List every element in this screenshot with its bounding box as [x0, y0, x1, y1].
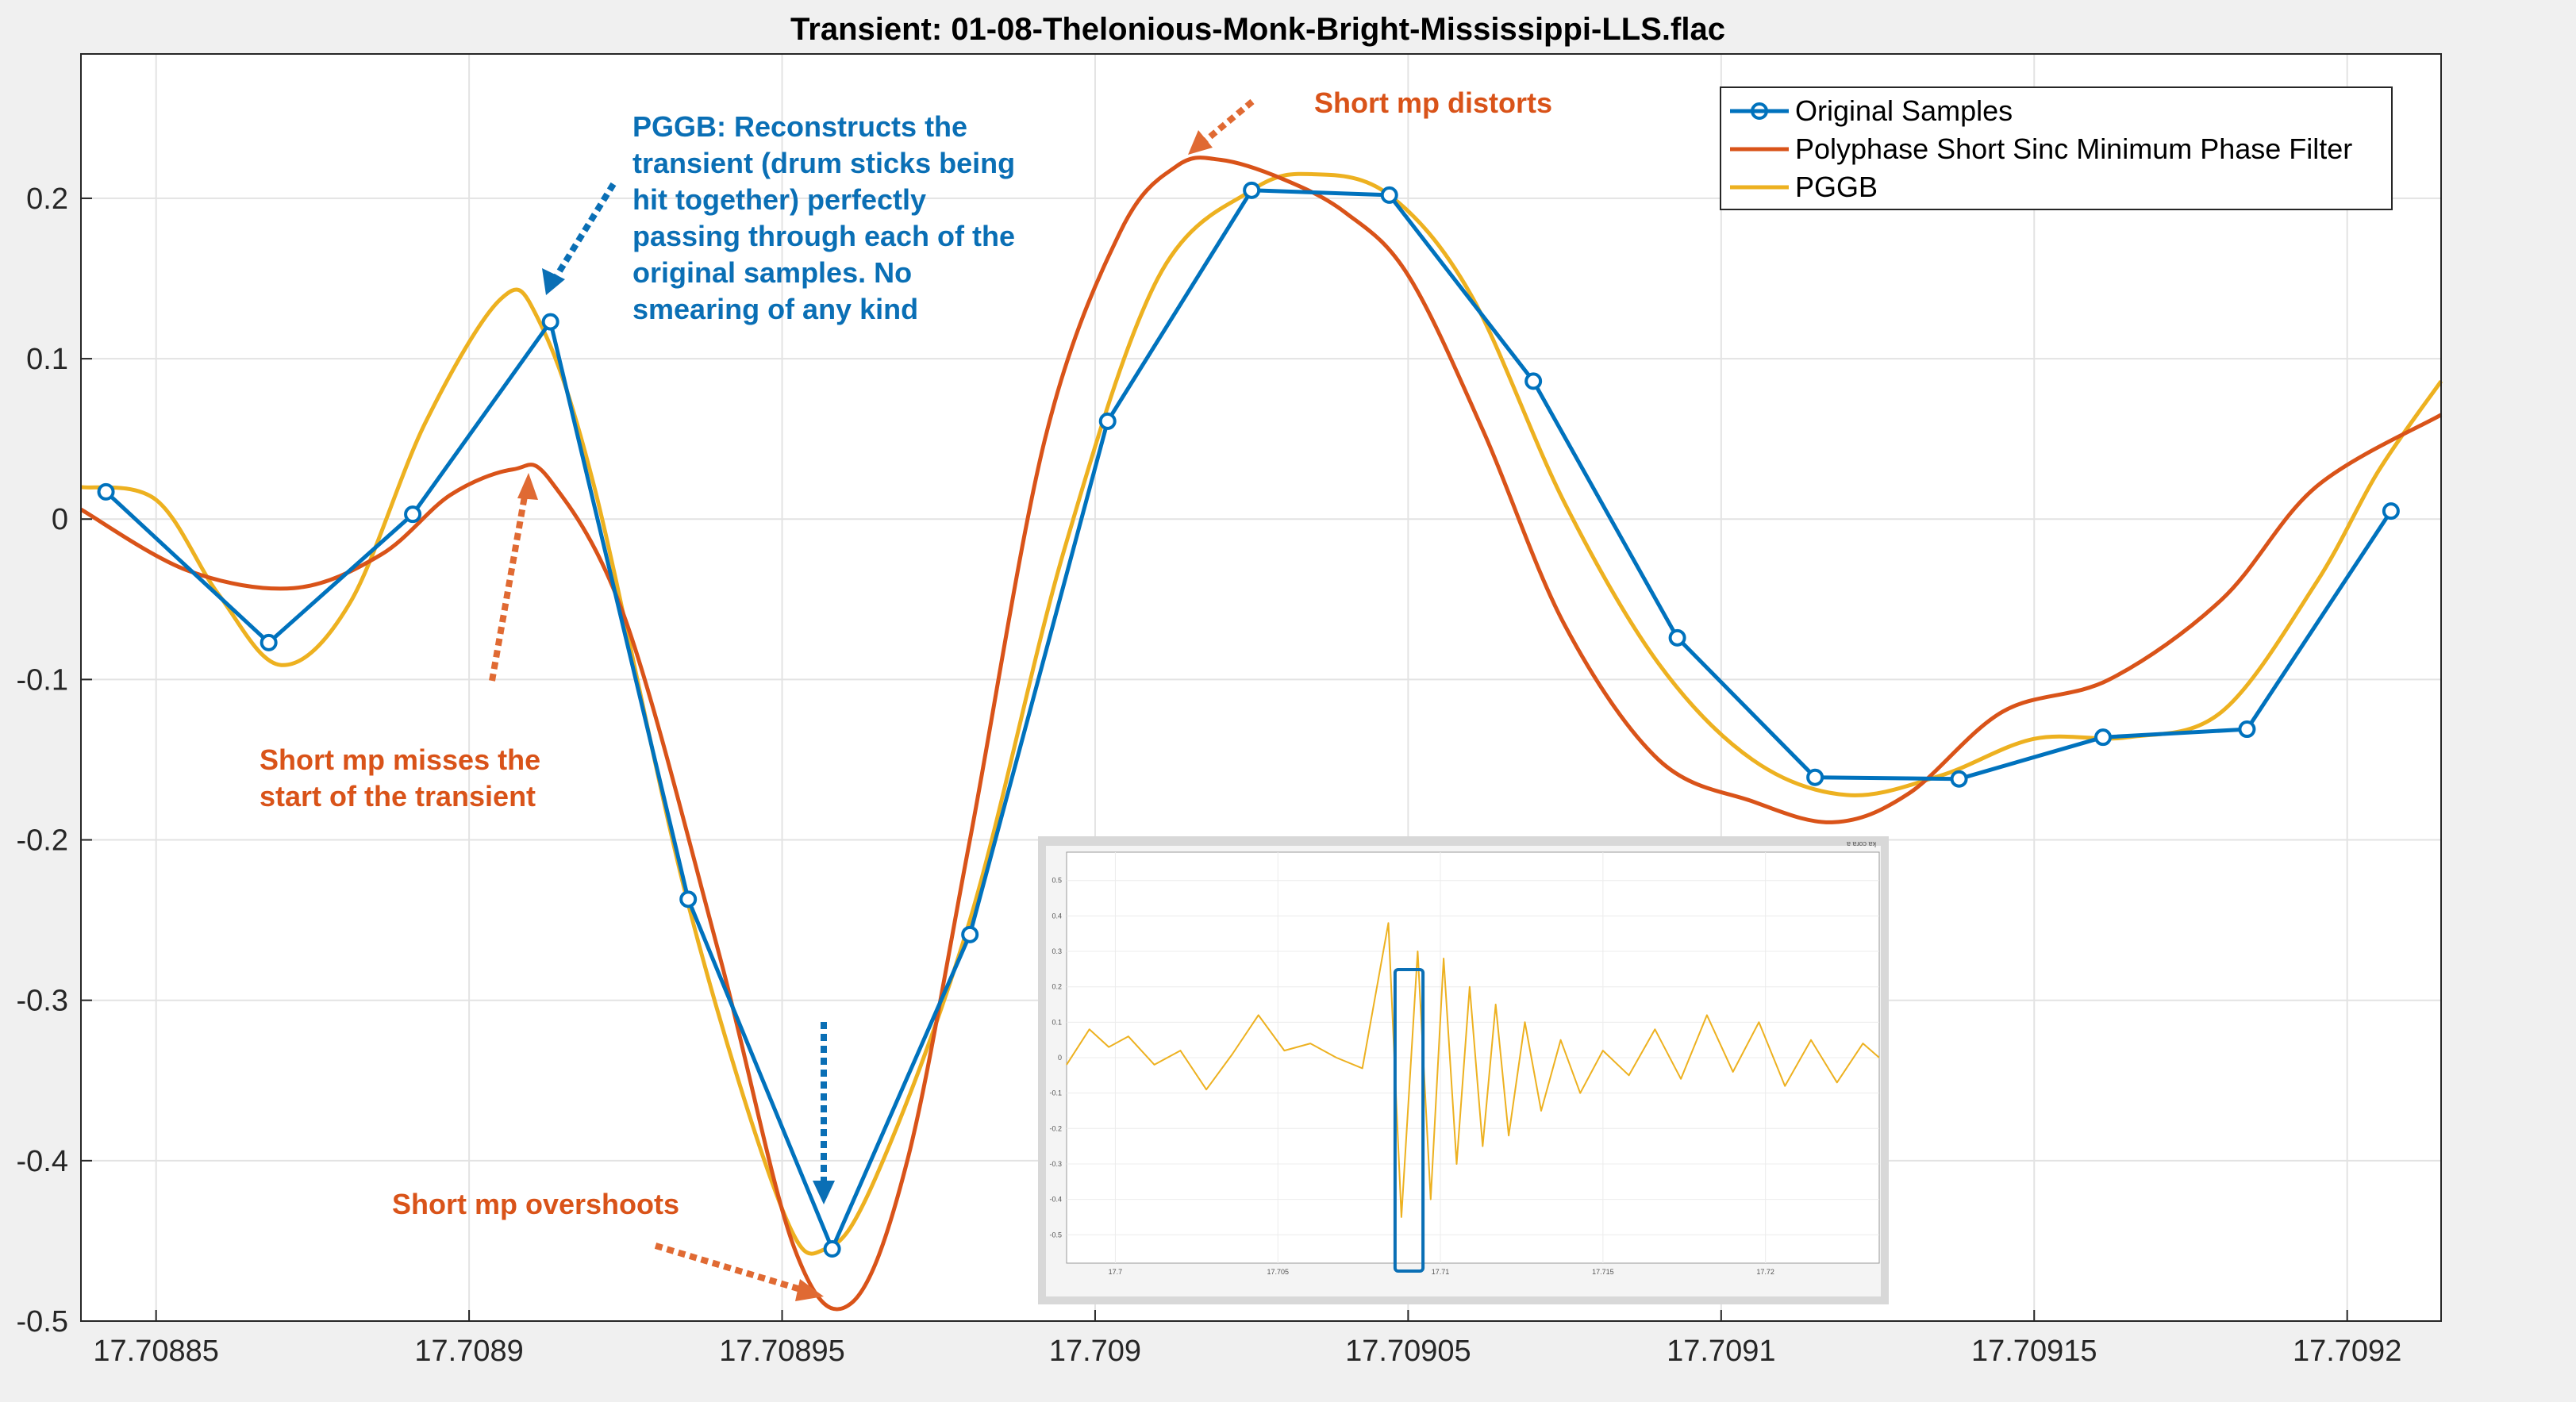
overshoots-arrow-head — [795, 1279, 824, 1301]
inset-x-tick-labels: 17.7 17.705 17.71 17.715 17.72 — [1109, 1268, 1774, 1276]
inset-y-tick-label: 0.5 — [1052, 877, 1062, 885]
sample-point — [97, 482, 115, 501]
inset-x-tick-label: 17.71 — [1432, 1268, 1450, 1276]
sample-point — [679, 890, 698, 908]
inset-y-tick-label: -0.3 — [1049, 1160, 1062, 1168]
legend: Original Samples Polyphase Short Sinc Mi… — [1720, 86, 2393, 210]
distorts-arrow-shaft — [1202, 98, 1255, 144]
pggb-note-line-6: smearing of any kind — [632, 293, 918, 325]
sample-point — [260, 633, 278, 651]
y-tick-labels: 0.2 0.1 0 -0.1 -0.2 -0.3 -0.4 -0.5 — [17, 182, 68, 1339]
pggb-note-line-5: original samples. No — [632, 256, 912, 289]
x-tick-labels: 17.70885 17.7089 17.70895 17.709 17.70905 17.… — [93, 1335, 2401, 1368]
x-tick-label: 17.70885 — [93, 1335, 219, 1368]
sample-point — [541, 313, 559, 331]
overshoots-note: Short mp overshoots — [392, 1188, 679, 1220]
pggb-note-line-2: transient (drum sticks being — [632, 147, 1015, 179]
series-line-pggb — [80, 171, 2443, 1256]
trough-arrow-head — [813, 1181, 835, 1204]
legend-label-polyphase: Polyphase Short Sinc Minimum Phase Filte… — [1795, 133, 2352, 165]
inset-y-tick-label: -0.1 — [1049, 1089, 1062, 1097]
x-tick-label: 17.70895 — [719, 1335, 845, 1368]
sample-point — [1380, 186, 1398, 204]
inset-grid — [1067, 852, 1879, 1263]
pggb-arrow-shaft — [552, 182, 617, 280]
misses-arrow-shaft — [489, 491, 529, 682]
inset-y-tick-label: -0.5 — [1049, 1231, 1062, 1239]
y-tick-label: 0.2 — [26, 182, 68, 216]
sample-point — [823, 1240, 841, 1258]
legend-label-pggb: PGGB — [1795, 171, 1878, 203]
inset-watermark: ɐ ɐɹoɔ ɐʞ — [1847, 839, 1876, 847]
inset-waveform-panel: ɐ ɐɹoɔ ɐʞ 17.7 17.705 17.71 17.715 17.72 0.5… — [1038, 836, 1889, 1304]
y-tick-label: -0.3 — [17, 985, 68, 1018]
sample-point — [2094, 728, 2113, 747]
misses-arrow-head — [517, 473, 538, 500]
inset-x-tick-label: 17.705 — [1267, 1268, 1289, 1276]
inset-y-tick-label: 0.1 — [1052, 1018, 1062, 1026]
inset-y-tick-label: 0.3 — [1052, 947, 1062, 955]
sample-point — [2382, 502, 2400, 520]
chart-title: Transient: 01-08-Thelonious-Monk-Bright-… — [790, 12, 1725, 47]
marker-group — [97, 181, 2400, 1258]
sample-point — [2238, 720, 2256, 739]
series-line-polyphase-short-sinc-minimum-phase-filter — [79, 156, 2443, 1312]
sample-point — [1950, 770, 1968, 788]
inset-series-group — [1066, 922, 1880, 1218]
inset-y-tick-label: -0.4 — [1049, 1196, 1062, 1204]
sample-point — [1668, 628, 1686, 647]
pggb-note-line-4: passing through each of the — [632, 220, 1015, 252]
pggb-note-line-1: PGGB: Reconstructs the — [632, 110, 967, 143]
legend-label-original: Original Samples — [1795, 94, 2013, 127]
distorts-arrow-head — [1188, 130, 1213, 155]
x-tick-label: 17.7092 — [2293, 1335, 2401, 1368]
x-tick-label: 17.70915 — [1971, 1335, 2097, 1368]
y-tick-label: -0.5 — [17, 1305, 68, 1339]
inset-highlight-window — [1393, 968, 1425, 1273]
sample-point — [1806, 768, 1824, 786]
y-tick-label: -0.2 — [17, 824, 68, 858]
overshoots-arrow-shaft — [654, 1243, 805, 1293]
axes-box — [80, 53, 2442, 1322]
sample-point — [1098, 412, 1117, 430]
x-tick-label: 17.70905 — [1345, 1335, 1471, 1368]
inset-y-tick-label: -0.2 — [1049, 1124, 1062, 1132]
y-tick-label: -0.4 — [17, 1145, 68, 1178]
x-tick-label: 17.7091 — [1667, 1335, 1775, 1368]
pggb-note-line-3: hit together) perfectly — [632, 183, 926, 216]
x-tick-label: 17.709 — [1049, 1335, 1141, 1368]
misses-note-line-2: start of the transient — [260, 780, 536, 812]
y-tick-label: -0.1 — [17, 663, 68, 697]
pggb-arrow-head — [542, 268, 565, 295]
sample-point — [961, 925, 979, 943]
annotations: PGGB: Reconstructs the transient (drum s… — [260, 86, 1552, 1301]
sample-point — [1243, 181, 1261, 199]
y-tick-label: 0.1 — [26, 343, 68, 376]
sample-point — [1524, 372, 1543, 390]
misses-note-line-1: Short mp misses the — [260, 743, 540, 776]
inset-y-tick-label: 0.2 — [1052, 983, 1062, 991]
legend-marker-original — [1751, 102, 1768, 120]
inset-x-tick-label: 17.7 — [1109, 1268, 1123, 1276]
y-tick-label: 0 — [52, 503, 68, 536]
legend-box — [1720, 86, 2393, 210]
inset-y-tick-labels: 0.5 0.4 0.3 0.2 0.1 0 -0.1 -0.2 -0.3 -0.4 -0.5 — [1049, 877, 1062, 1239]
inset-x-tick-label: 17.715 — [1592, 1268, 1614, 1276]
distorts-note: Short mp distorts — [1314, 86, 1552, 119]
sample-point — [404, 505, 422, 524]
x-tick-label: 17.7089 — [414, 1335, 523, 1368]
inset-x-tick-label: 17.72 — [1756, 1268, 1774, 1276]
inset-y-tick-label: 0.4 — [1052, 912, 1062, 920]
inset-y-tick-label: 0 — [1058, 1054, 1062, 1062]
inset-waveform-line — [1066, 922, 1880, 1218]
